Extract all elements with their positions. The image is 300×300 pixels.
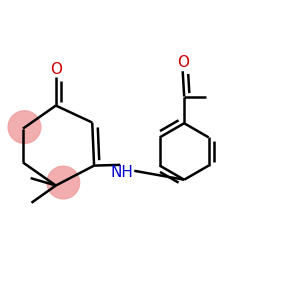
Circle shape — [47, 166, 80, 199]
Text: NH: NH — [110, 165, 133, 180]
Text: O: O — [50, 61, 62, 76]
Text: O: O — [177, 56, 189, 70]
Circle shape — [8, 111, 41, 143]
